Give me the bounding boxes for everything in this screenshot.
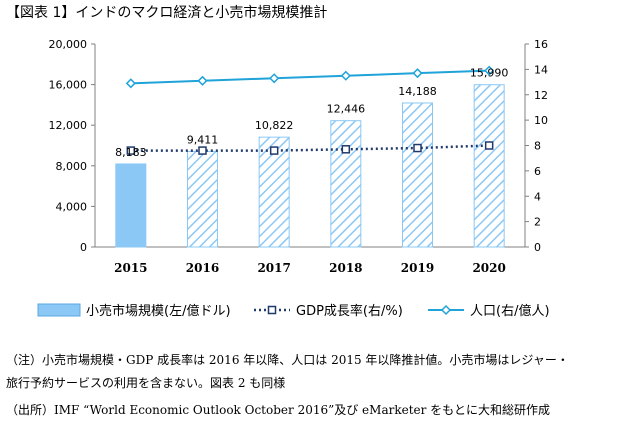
footnote-line-2: 旅行予約サービスの利用を含まない。図表 2 も同様	[6, 376, 286, 390]
x-tick-label: 2016	[186, 261, 219, 275]
y-right-tick-label: 8	[534, 140, 541, 153]
y-right-tick-label: 16	[534, 38, 548, 51]
population-marker	[269, 73, 280, 84]
bar-retail-market	[115, 163, 147, 248]
bar-data-label: 9,411	[187, 133, 219, 146]
y-right-tick-label: 4	[534, 190, 541, 203]
source-note: （出所）IMF “World Economic Outlook October …	[6, 403, 550, 417]
bar-retail-market	[330, 120, 362, 248]
bar-data-label: 10,822	[255, 119, 294, 132]
bar-retail-market	[187, 150, 218, 248]
chart-title: 【図表 1】インドのマクロ経済と小売市場規模推計	[6, 5, 328, 21]
y-right-tick-label: 0	[534, 241, 541, 254]
legend-label-retail-market: 小売市場規模(左/億ドル)	[86, 303, 231, 319]
bar-data-label: 8,183	[115, 146, 147, 159]
legend-swatch-retail-market	[37, 303, 81, 317]
combo-chart: 0 4,000 8,000 12,000 16,000 20,000 0 2 4 6 8 10 12 14…	[37, 38, 550, 319]
bar-retail-market	[258, 136, 290, 248]
y-right-tick-label: 6	[534, 165, 541, 178]
bar-data-label: 14,188	[398, 85, 437, 98]
population-marker	[125, 78, 136, 89]
population-marker	[412, 68, 423, 79]
x-tick-label: 2015	[114, 261, 147, 275]
bars-group	[115, 84, 505, 248]
gdp-growth-marker	[126, 146, 136, 155]
y-left-tick-label: 8,000	[56, 160, 88, 173]
y-left-tick-label: 20,000	[49, 38, 88, 51]
population-marker	[340, 70, 351, 81]
gdp-growth-marker	[413, 143, 422, 153]
axes-group: 0 4,000 8,000 12,000 16,000 20,000 0 2 4 6 8 10 12 14…	[49, 38, 549, 275]
y-right-tick-label: 12	[534, 89, 548, 102]
gdp-growth-marker	[269, 146, 279, 155]
y-right-tick-label: 2	[534, 216, 541, 229]
legend-label-population: 人口(右/億人)	[470, 303, 550, 319]
x-tick-label: 2018	[329, 261, 362, 275]
x-tick-label: 2019	[401, 261, 434, 275]
bar-retail-market	[473, 84, 505, 248]
footnote-line-1: （注）小売市場規模・GDP 成長率は 2016 年以降、人口は 2015 年以降…	[6, 353, 569, 367]
y-right-tick-label: 10	[534, 114, 548, 127]
y-left-tick-label: 4,000	[56, 200, 88, 213]
population-line	[130, 69, 490, 85]
gdp-growth-marker	[341, 145, 351, 154]
x-tick-label: 2017	[257, 261, 290, 275]
gdp-growth-marker	[484, 141, 494, 150]
y-left-tick-label: 12,000	[49, 119, 88, 132]
lines-group	[125, 65, 495, 155]
gdp-growth-line	[130, 144, 490, 152]
y-right-tick-label: 14	[534, 63, 548, 76]
bar-data-label: 15,990	[470, 67, 509, 80]
legend-marker-population	[440, 304, 452, 316]
gdp-growth-marker	[198, 146, 207, 155]
data-labels-group: 8,183 9,411 10,822 12,446 14,188 15,990	[115, 67, 508, 159]
y-left-tick-label: 0	[80, 241, 87, 254]
x-tick-label: 2020	[472, 261, 505, 275]
population-marker	[484, 65, 495, 76]
bar-data-label: 12,446	[327, 103, 366, 116]
y-left-tick-label: 16,000	[49, 79, 88, 92]
legend-label-gdp-growth: GDP成長率(右/%)	[296, 303, 403, 319]
legend: 小売市場規模(左/億ドル) GDP成長率(右/%) 人口(右/億人)	[37, 303, 550, 319]
population-marker	[197, 75, 208, 86]
legend-marker-gdp-growth	[267, 305, 277, 315]
bar-retail-market	[402, 102, 433, 248]
